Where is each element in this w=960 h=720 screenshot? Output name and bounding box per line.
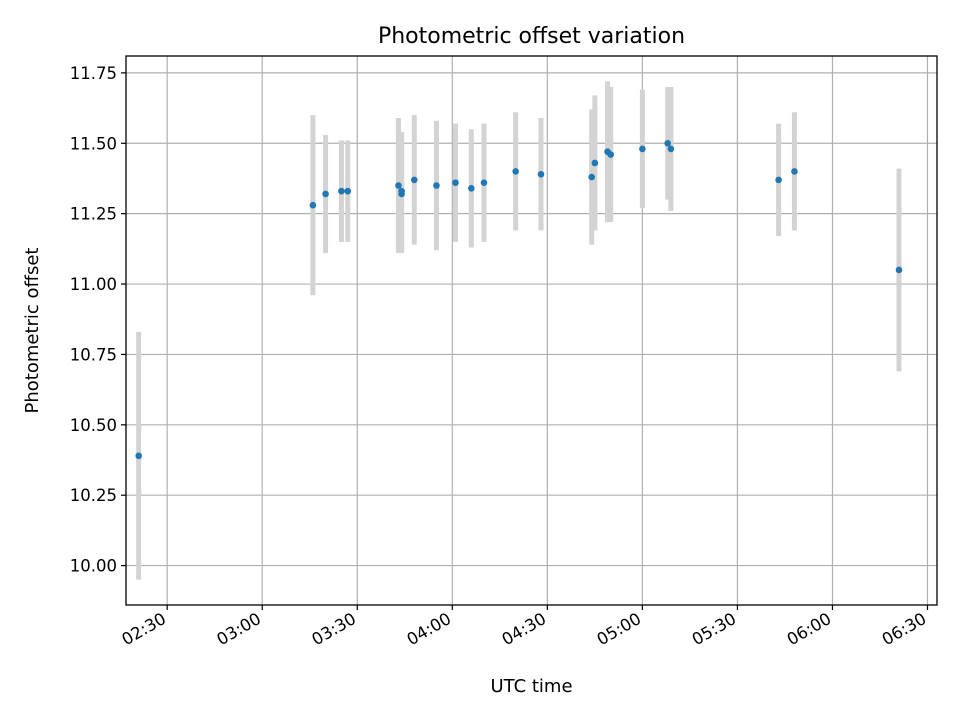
plot-frame — [125, 55, 938, 606]
y-tick-label: 11.25 — [70, 205, 117, 224]
data-points — [135, 139, 903, 460]
data-point — [607, 151, 614, 158]
y-tick-label: 10.50 — [70, 416, 117, 435]
data-point — [664, 139, 672, 147]
data-point — [588, 173, 595, 181]
x-axis-label: UTC time — [490, 676, 572, 697]
data-point — [895, 266, 903, 274]
y-tick-label: 10.00 — [70, 557, 117, 576]
data-point — [135, 452, 142, 460]
data-point — [410, 176, 418, 184]
data-point — [344, 187, 352, 195]
data-point — [433, 182, 440, 189]
data-point — [639, 145, 646, 153]
data-point — [512, 168, 519, 175]
data-point — [452, 179, 459, 186]
data-point — [591, 159, 599, 167]
data-point — [775, 176, 782, 184]
data-point — [395, 182, 402, 189]
data-point — [791, 168, 798, 175]
data-point — [537, 170, 545, 178]
data-point — [667, 145, 675, 153]
y-tick-label: 10.75 — [70, 345, 117, 364]
data-point — [309, 201, 317, 209]
y-axis-label: Photometric offset — [22, 248, 43, 414]
y-tick-label: 11.50 — [70, 134, 117, 153]
data-point — [468, 185, 475, 192]
y-tick-label: 11.00 — [70, 275, 117, 294]
data-point — [338, 187, 345, 195]
y-tick-label: 11.75 — [70, 64, 117, 83]
data-point — [480, 179, 488, 186]
data-point — [398, 187, 405, 195]
chart-title: Photometric offset variation — [378, 24, 685, 49]
plot-area — [126, 56, 937, 605]
data-point — [322, 190, 329, 198]
grid-lines — [126, 56, 937, 605]
y-tick-label: 10.25 — [70, 486, 117, 505]
